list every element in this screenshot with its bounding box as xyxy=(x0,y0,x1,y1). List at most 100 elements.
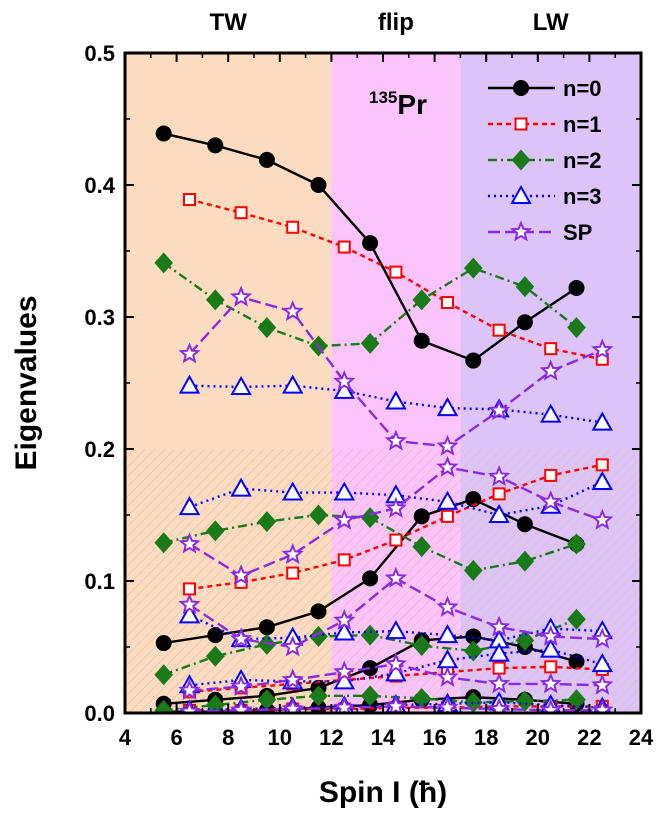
y-tick-label: 0.0 xyxy=(84,701,115,726)
x-tick-label: 22 xyxy=(577,725,601,750)
series-sp-point xyxy=(384,566,407,588)
series-sp-point xyxy=(488,672,511,694)
series-n1-point xyxy=(441,295,454,309)
series-sp-point xyxy=(230,674,253,697)
y-tick-label: 0.5 xyxy=(84,41,115,66)
series-sp-point xyxy=(178,532,201,554)
region-label-1: flip xyxy=(378,9,414,36)
series-sp-point xyxy=(488,465,511,487)
series-n1-point xyxy=(544,342,558,356)
series-n2-point xyxy=(205,645,225,667)
series-sp-point xyxy=(591,673,614,695)
series-n2-point xyxy=(463,257,483,279)
region-labels: TW flip LW xyxy=(210,9,569,36)
series-n3-point xyxy=(230,477,252,497)
series-n2-point xyxy=(309,685,328,707)
series-n1-point xyxy=(286,220,300,234)
series-n2-point xyxy=(360,332,380,354)
legend-label-sp: SP xyxy=(563,220,592,245)
series-n2-point xyxy=(205,694,225,713)
series-n3-point xyxy=(488,642,510,662)
series-n3-point xyxy=(333,670,356,690)
series-n1-line-3 xyxy=(189,705,603,712)
x-tick-label: 12 xyxy=(319,725,343,750)
series-n0-point xyxy=(207,627,224,644)
series-sp-point xyxy=(384,429,407,451)
series-sp-point xyxy=(333,608,356,631)
series-n3-point xyxy=(539,638,562,658)
series-n2-point xyxy=(205,289,225,311)
series-n1-line-1 xyxy=(189,463,603,591)
series-n3-point xyxy=(436,490,459,510)
series-n3-point xyxy=(488,503,510,523)
nucleus-symbol: Pr xyxy=(397,89,427,120)
series-n2-point xyxy=(515,550,535,572)
series-n3-point xyxy=(178,496,201,516)
x-axis-label: Spin I (ħ) xyxy=(319,776,447,809)
series-n0-point xyxy=(258,151,275,168)
legend-label-n3: n=3 xyxy=(563,184,602,209)
series-n2-line-3 xyxy=(163,694,577,712)
series-n2-point xyxy=(154,699,174,713)
series-sp xyxy=(178,285,614,713)
series-n2-point xyxy=(515,690,535,712)
series-sp-point xyxy=(539,490,562,512)
series-n3-point xyxy=(591,653,614,673)
y-tick-label: 0.1 xyxy=(84,569,115,594)
series-n0-point xyxy=(155,635,172,652)
series-n3-point xyxy=(178,374,201,394)
series-sp-point xyxy=(436,434,459,456)
y-tick-label: 0.2 xyxy=(84,437,115,462)
series-n1-point xyxy=(183,193,196,207)
series-sp-point xyxy=(281,542,304,565)
nucleus-mass-number: 135 xyxy=(369,88,397,107)
x-tick-label: 10 xyxy=(268,725,292,750)
series-sp-point xyxy=(178,593,201,615)
series-n1-point xyxy=(441,509,454,523)
series-n3-point xyxy=(385,662,407,682)
series-n2-point xyxy=(154,664,174,686)
x-tick-label: 24 xyxy=(629,725,654,750)
series-n1-point xyxy=(337,553,351,567)
series-n1-point xyxy=(595,458,609,472)
series-n1-point xyxy=(492,323,506,337)
series-n3-point xyxy=(333,379,356,399)
series-n3-point xyxy=(436,624,459,644)
series-n0-point xyxy=(258,619,275,636)
series-n2-point xyxy=(515,276,535,298)
series-sp-point xyxy=(436,665,459,687)
series-n1-point xyxy=(492,487,506,501)
series-sp-point xyxy=(281,635,304,657)
series-n2-point xyxy=(567,533,586,555)
series-n2-point xyxy=(309,504,328,526)
series-sp-point xyxy=(178,678,201,700)
series-sp-point xyxy=(230,285,253,307)
y-tick-label: 0.3 xyxy=(84,305,115,330)
legend-marker-n3 xyxy=(510,184,532,204)
legend-marker-n0 xyxy=(513,80,529,96)
series-n1-point xyxy=(544,468,558,482)
series-n3-point xyxy=(385,620,407,640)
legend-marker-n2 xyxy=(511,149,531,171)
series-n1-point xyxy=(389,533,403,547)
axis-ticks: 4 6 8 10 12 14 16 18 20 22 24 0.0 0.1 0.2 0.3 0.4 0.5 xyxy=(84,41,654,750)
series-n2-point xyxy=(567,317,586,339)
series-sp-point xyxy=(488,615,511,637)
x-tick-label: 8 xyxy=(222,725,234,750)
series-n0-point xyxy=(413,332,430,349)
legend-label-n0: n=0 xyxy=(563,76,602,101)
series-n3-point xyxy=(591,470,614,490)
legend-label-n1: n=1 xyxy=(563,112,602,137)
x-tick-label: 18 xyxy=(474,725,498,750)
legend-marker-sp xyxy=(509,220,533,242)
series-n1-point xyxy=(544,660,558,674)
series-n3-point xyxy=(178,604,201,624)
series-n2-point xyxy=(257,511,277,533)
series-sp-point xyxy=(333,508,356,530)
series-n1-point xyxy=(337,240,351,254)
series-sp-point xyxy=(384,496,407,518)
y-axis-label: Eigenvalues xyxy=(10,295,43,470)
series-n0-point xyxy=(516,516,533,533)
series-sp-point xyxy=(591,508,614,530)
